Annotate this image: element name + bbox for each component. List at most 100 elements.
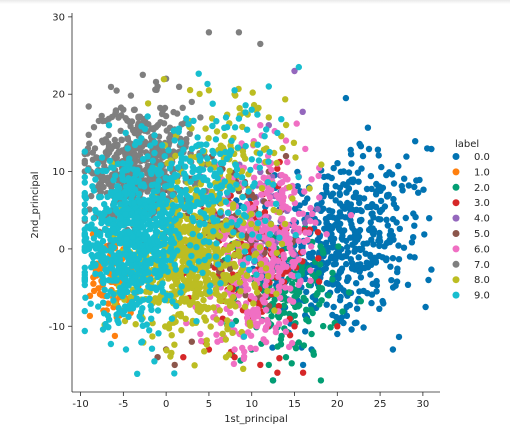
data-point: [339, 308, 346, 315]
data-point: [162, 174, 169, 182]
data-point: [116, 240, 124, 247]
data-point: [166, 229, 174, 237]
data-point: [288, 360, 295, 367]
data-point: [348, 221, 355, 228]
data-point: [359, 152, 367, 160]
data-point: [92, 206, 99, 214]
y-tick: -10: [49, 322, 72, 333]
data-point: [356, 217, 364, 224]
data-point: [228, 137, 235, 144]
data-point: [412, 213, 419, 221]
legend-label: 6.0: [474, 244, 490, 255]
data-point: [81, 307, 89, 315]
data-point: [247, 344, 254, 352]
data-point: [210, 304, 217, 311]
data-point: [320, 322, 327, 330]
data-point: [235, 248, 242, 255]
data-point: [98, 112, 105, 120]
data-point: [101, 286, 108, 293]
data-point: [81, 269, 89, 276]
data-point: [186, 208, 193, 215]
data-point: [174, 178, 181, 185]
data-point: [290, 217, 297, 224]
data-point: [146, 327, 153, 334]
data-point: [202, 125, 209, 132]
data-point: [247, 322, 254, 329]
points-layer: [81, 29, 435, 384]
data-point: [110, 221, 117, 228]
data-point: [174, 247, 181, 254]
data-point: [253, 271, 260, 278]
data-point: [270, 302, 278, 309]
data-point: [240, 365, 247, 372]
data-point: [144, 100, 152, 107]
legend-item: 5.0: [452, 229, 490, 240]
data-point: [151, 149, 158, 157]
data-point: [257, 40, 264, 48]
data-point: [144, 153, 151, 160]
data-point: [280, 254, 288, 262]
data-point: [318, 161, 325, 168]
data-point: [188, 252, 195, 260]
data-point: [345, 169, 353, 176]
data-point: [265, 320, 272, 327]
data-point: [205, 29, 213, 36]
data-point: [300, 248, 307, 256]
data-point: [286, 184, 293, 191]
data-point: [234, 273, 242, 281]
data-point: [282, 328, 289, 335]
data-point: [248, 156, 255, 163]
data-point: [239, 261, 247, 268]
data-point: [198, 199, 205, 207]
data-point: [151, 358, 158, 365]
data-point: [374, 146, 382, 153]
data-point: [186, 130, 193, 137]
data-point: [245, 255, 252, 262]
data-point: [287, 285, 294, 292]
legend-label: 8.0: [474, 275, 490, 286]
data-point: [308, 176, 315, 183]
data-point: [214, 338, 221, 345]
data-point: [97, 271, 104, 278]
data-point: [122, 346, 130, 353]
data-point: [390, 180, 398, 187]
data-point: [186, 301, 194, 308]
data-point: [140, 247, 147, 254]
data-point: [210, 228, 217, 235]
data-point: [155, 166, 163, 174]
data-point: [192, 174, 199, 182]
data-point: [168, 332, 175, 339]
data-point: [303, 316, 310, 323]
data-point: [343, 312, 351, 319]
data-point: [188, 338, 195, 345]
data-point: [151, 139, 158, 146]
x-tick-label: 0: [163, 399, 169, 410]
data-point: [345, 289, 353, 296]
legend-marker: [452, 214, 460, 222]
data-point: [383, 216, 390, 223]
data-point: [337, 284, 344, 291]
data-point: [159, 142, 166, 149]
data-point: [172, 266, 179, 273]
data-point: [212, 136, 220, 143]
data-point: [242, 292, 249, 299]
data-point: [342, 94, 350, 102]
data-point: [122, 251, 129, 258]
data-point: [222, 198, 230, 205]
data-point: [98, 219, 105, 227]
data-point: [295, 173, 302, 181]
legend-marker: [452, 291, 460, 299]
data-point: [183, 267, 190, 274]
data-point: [264, 272, 272, 280]
data-point: [200, 250, 207, 258]
data-point: [213, 118, 220, 125]
data-point: [385, 191, 392, 198]
data-point: [278, 332, 285, 340]
data-point: [295, 63, 302, 71]
data-point: [269, 377, 277, 384]
data-point: [130, 106, 138, 114]
data-point: [351, 248, 358, 255]
data-point: [338, 265, 346, 272]
data-point: [258, 191, 265, 198]
x-tick: 10: [245, 392, 258, 410]
